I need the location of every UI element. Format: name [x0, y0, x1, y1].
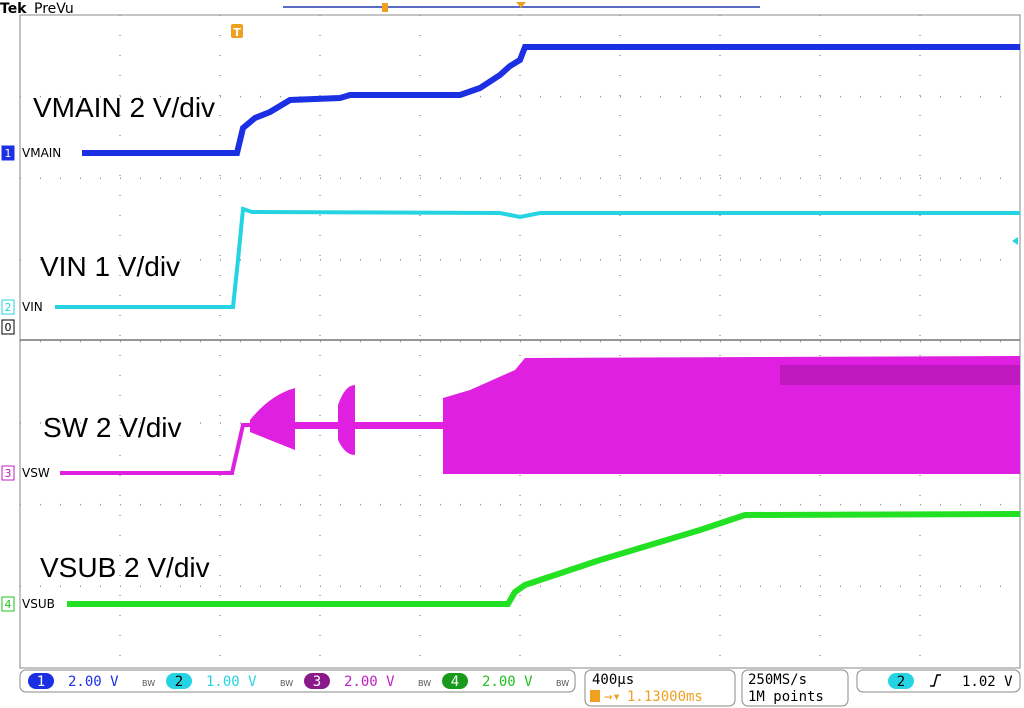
record-marker [382, 3, 388, 12]
channel-number: 1 [37, 674, 45, 690]
trigger-source: 2 [897, 674, 905, 690]
sample-rate: 250MS/s [748, 672, 807, 688]
timebase-panel [584, 669, 736, 707]
channel-badge [442, 673, 468, 689]
channel-number: 3 [313, 674, 321, 690]
channel-number: 1 [5, 147, 12, 160]
sw-burst [338, 385, 355, 455]
channel-number: 2 [175, 674, 183, 690]
trigger-level: 1.02 V [962, 674, 1013, 690]
channel-markers: 1 VMAIN 2 VIN 3 VSW 4 VSUB [1, 145, 61, 612]
timebase-position: 1.13000ms [627, 689, 703, 705]
channel-scale: 2.00 V [68, 674, 119, 690]
channel-badge [304, 673, 330, 689]
acquisition-panel [741, 669, 849, 707]
ground-marker: 0 [5, 321, 12, 334]
channel-scale: 2.00 V [344, 674, 395, 690]
trigger-source-badge [888, 673, 914, 689]
trigger-position [516, 2, 526, 8]
brand: Tek [0, 1, 27, 17]
record-length: 1M points [748, 689, 824, 705]
trigger-marker-box [231, 24, 243, 38]
vin-trace [55, 206, 1020, 309]
trigger-arrow: →▾ [604, 689, 621, 705]
bandwidth-icon: BW [418, 679, 431, 688]
channel-marker-box [1, 299, 15, 315]
trace-label: VMAIN 2 V/div [33, 92, 215, 123]
bandwidth-icon: BW [142, 679, 155, 688]
trigger-slope [930, 674, 941, 687]
channel-badge [166, 673, 192, 689]
channel-marker-box [1, 596, 15, 612]
mode: PreVu [34, 1, 74, 17]
channel-scale: 2.00 V [482, 674, 533, 690]
trigger-marker: T [233, 26, 241, 39]
sw-start [60, 423, 250, 475]
sw-flat [295, 422, 445, 429]
channel-badge [28, 673, 54, 689]
vmain-trace [82, 44, 1020, 156]
channel-marker-box [1, 465, 15, 481]
trace-label: VIN 1 V/div [40, 251, 180, 282]
trace-label: VSUB 2 V/div [40, 552, 210, 583]
channel-name: VSW [22, 466, 50, 480]
vsub-trace [67, 511, 1021, 607]
bandwidth-icon: BW [280, 679, 293, 688]
sw-dense [780, 365, 1020, 385]
channel-name: VIN [22, 300, 43, 314]
channel-scale: 1.00 V [206, 674, 257, 690]
channel-name: VMAIN [22, 146, 61, 160]
channel-number: 4 [451, 674, 459, 690]
channel-panel [19, 669, 576, 693]
channel-number: 4 [5, 598, 12, 611]
bandwidth-icon: BW [556, 679, 569, 688]
trace-label: SW 2 V/div [43, 412, 181, 443]
sw-trace [60, 356, 1020, 475]
sw-burst [250, 388, 295, 450]
vin-marker [1012, 237, 1018, 245]
channel-number: 3 [5, 467, 12, 480]
sw-switching [443, 356, 1020, 474]
status-bar: 400µs →▾ 1.13000ms 250MS/s 1M points 2 1… [19, 669, 1021, 707]
timebase-scale: 400µs [592, 672, 634, 688]
channel-marker-box [1, 145, 15, 161]
ground-marker-box [1, 319, 15, 335]
channel-name: VSUB [22, 597, 55, 611]
channel-number: 2 [5, 301, 12, 314]
trigger-icon [590, 690, 600, 702]
